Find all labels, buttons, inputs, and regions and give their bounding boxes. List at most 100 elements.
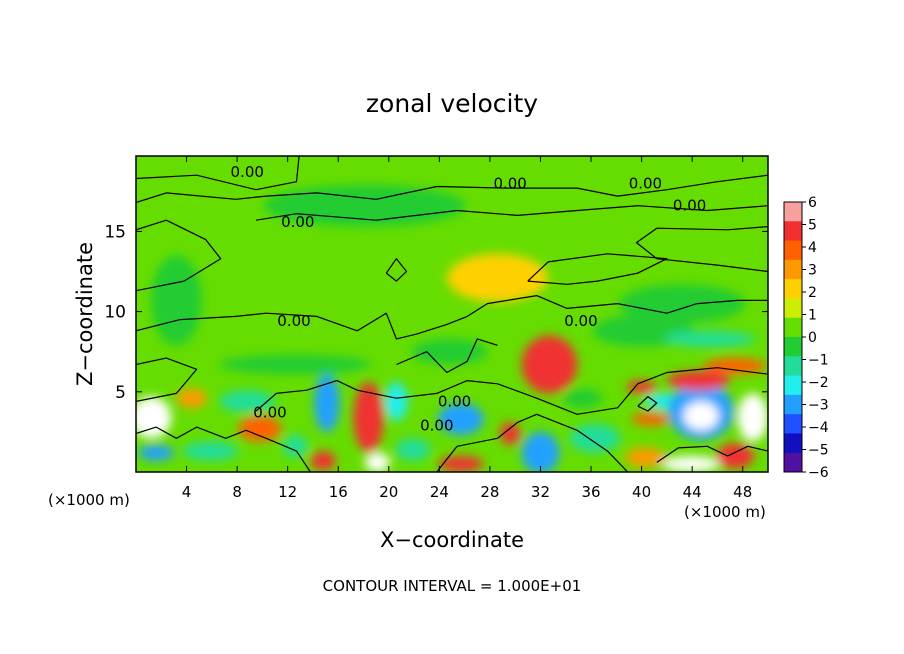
colorbar-label: −2 — [808, 375, 829, 391]
colorbar-segment — [784, 298, 802, 319]
plot-frame — [135, 155, 769, 473]
velocity-field — [136, 184, 768, 472]
colorbar-segment — [784, 337, 802, 357]
y-tick-label: 5 — [115, 383, 126, 403]
velocity-blob — [631, 412, 670, 426]
velocity-blob — [395, 438, 431, 461]
y-axis-ticks: 5 10 15 — [104, 222, 768, 403]
contour-line — [136, 357, 198, 402]
velocity-blob — [683, 401, 719, 431]
contour-line — [637, 396, 658, 412]
contour-line — [136, 156, 300, 191]
colorbar-segment — [784, 240, 802, 261]
x-tick-label: 36 — [581, 483, 600, 501]
velocity-blob — [364, 452, 391, 472]
contour-line — [136, 219, 222, 292]
colorbar-segment — [784, 356, 802, 377]
velocity-blob — [176, 388, 207, 408]
x-tick-label: 20 — [379, 483, 398, 501]
contour-line — [635, 226, 768, 273]
velocity-blob — [282, 435, 308, 458]
colorbar-segment — [784, 259, 802, 280]
contour-label: 0.00 — [493, 174, 526, 192]
contour-line — [256, 205, 768, 221]
x-tick-label: 24 — [430, 483, 449, 501]
contour-line — [436, 413, 629, 472]
chart-title: zonal velocity — [366, 89, 538, 118]
colorbar-label: −3 — [808, 398, 829, 414]
contour-line — [385, 258, 408, 282]
colorbar-segment — [784, 452, 802, 473]
contour-label: 0.00 — [629, 174, 662, 192]
x-tick-label: 12 — [278, 483, 297, 501]
colorbar-segment — [784, 433, 802, 454]
colorbar-segment — [784, 202, 802, 222]
colorbar-segment — [784, 317, 802, 338]
velocity-blob — [561, 388, 603, 408]
contour-label: 0.00 — [253, 404, 286, 422]
colorbar-label: −5 — [808, 443, 829, 459]
velocity-blob — [446, 253, 549, 302]
contour-line — [527, 253, 668, 285]
contour-line — [136, 174, 768, 204]
x-tick-label: 8 — [232, 483, 242, 501]
velocity-blob — [521, 431, 560, 472]
x-tick-label: 16 — [329, 483, 348, 501]
velocity-blob — [661, 455, 720, 472]
velocity-blob — [737, 393, 768, 442]
x-tick-label: 28 — [480, 483, 499, 501]
x-tick-label: 4 — [182, 483, 192, 501]
contour-line — [136, 295, 768, 340]
colorbar-label: 3 — [808, 263, 817, 279]
velocity-blob — [666, 370, 731, 391]
velocity-blob — [703, 358, 767, 375]
y-tick-label: 10 — [104, 303, 126, 323]
contour-line — [136, 426, 311, 472]
velocity-blob — [625, 447, 666, 468]
colorbar-label: −6 — [808, 465, 829, 481]
colorbar-label: −4 — [808, 420, 829, 436]
contour-interval-note: CONTOUR INTERVAL = 1.000E+01 — [323, 577, 582, 595]
velocity-blobs — [136, 184, 768, 472]
contour-line — [255, 367, 768, 415]
velocity-blob — [314, 374, 340, 432]
velocity-blob — [138, 444, 174, 461]
velocity-blob — [238, 415, 282, 442]
colorbar-segment — [784, 394, 802, 415]
colorbar-segment — [784, 375, 802, 396]
contour-label: 0.00 — [281, 213, 314, 231]
velocity-blob — [219, 354, 372, 375]
colorbar-segment — [784, 414, 802, 434]
velocity-blob — [263, 184, 466, 227]
colorbar-label: 2 — [808, 285, 817, 301]
velocity-blob — [569, 423, 621, 453]
x-tick-label: 44 — [683, 483, 702, 501]
contour-label: 0.00 — [420, 416, 453, 434]
colorbar-label: 6 — [808, 195, 817, 211]
velocity-blob — [310, 451, 336, 471]
velocity-blob — [151, 255, 202, 346]
velocity-blob — [534, 345, 565, 378]
colorbar-segment — [784, 221, 802, 242]
velocity-blob — [353, 382, 384, 453]
x-axis-label: X−coordinate — [380, 528, 524, 552]
contour-label: 0.00 — [564, 312, 597, 330]
contour-label: 0.00 — [673, 197, 706, 215]
colorbar-label: 1 — [808, 308, 817, 324]
colorbar-label: 0 — [808, 330, 817, 346]
colorbar-label: 5 — [808, 218, 817, 234]
x-tick-label: 48 — [733, 483, 752, 501]
velocity-blob — [716, 443, 755, 469]
contour-label: 0.00 — [438, 392, 471, 410]
x-tick-label: 32 — [531, 483, 550, 501]
velocity-blob — [385, 382, 408, 421]
colorbar-segment — [784, 279, 802, 299]
contour-line — [396, 338, 498, 374]
velocity-blob — [618, 284, 746, 323]
velocity-blob — [438, 403, 484, 436]
velocity-blob — [136, 396, 172, 439]
velocity-blob — [664, 330, 756, 347]
x-tick-label: 40 — [632, 483, 651, 501]
colorbar: 6 5 4 3 2 1 0 −1 −2 −3 −4 −5 −6 — [783, 195, 829, 481]
